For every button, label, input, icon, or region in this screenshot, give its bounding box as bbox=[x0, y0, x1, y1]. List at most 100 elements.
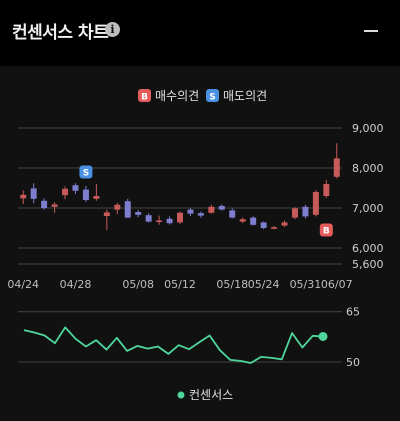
candle bbox=[82, 186, 89, 202]
candle-body bbox=[312, 192, 319, 215]
candle-body bbox=[271, 227, 278, 229]
date-tick-label: 05/18 bbox=[216, 278, 248, 291]
signal-letter: B bbox=[323, 227, 330, 237]
candle bbox=[114, 202, 121, 214]
candle bbox=[218, 204, 225, 211]
info-icon[interactable]: i bbox=[105, 22, 120, 37]
candle-body bbox=[145, 215, 152, 222]
candle bbox=[145, 213, 152, 223]
candle bbox=[323, 180, 330, 198]
legend-label: 매수의견 bbox=[155, 89, 199, 103]
consensus-last-point[interactable] bbox=[318, 331, 328, 341]
legend-item-buy: B 매수의견 bbox=[138, 89, 199, 103]
legend-badge bbox=[206, 89, 219, 102]
date-tick-label: 05/08 bbox=[122, 278, 154, 291]
candle-body bbox=[166, 218, 173, 224]
candlestick-series bbox=[20, 143, 340, 230]
candle bbox=[156, 215, 163, 225]
candle bbox=[333, 143, 340, 179]
legend-item-consensus: 컨센서스 bbox=[177, 388, 233, 402]
legend-label: 컨센서스 bbox=[189, 388, 233, 402]
price-tick-label: 9,000 bbox=[352, 122, 384, 135]
candle-body bbox=[187, 209, 194, 214]
candle bbox=[260, 221, 267, 230]
consensus-line-series bbox=[23, 326, 328, 364]
candle-body bbox=[229, 210, 236, 218]
candle bbox=[250, 216, 257, 226]
candle-body bbox=[156, 220, 163, 222]
candle bbox=[51, 202, 58, 213]
date-tick-label: 04/28 bbox=[60, 278, 92, 291]
candle bbox=[72, 183, 79, 194]
candle bbox=[197, 211, 204, 218]
candle-body bbox=[281, 222, 288, 226]
candle-body bbox=[177, 212, 183, 223]
minus-icon[interactable] bbox=[364, 30, 378, 32]
sell-signal-marker[interactable]: S bbox=[79, 165, 93, 179]
price-tick-label: 6,000 bbox=[352, 242, 384, 255]
date-tick-label: 06/07 bbox=[321, 278, 353, 291]
signal-badge bbox=[79, 165, 93, 179]
consensus-axis: 65 50 bbox=[346, 306, 360, 369]
signal-legend: B 매수의견 S 매도의견 bbox=[138, 89, 267, 103]
candle bbox=[177, 211, 183, 224]
consensus-grid bbox=[18, 311, 342, 363]
legend-badge-letter: B bbox=[141, 93, 148, 103]
price-axis: 9,000 8,000 7,000 6,000 5,600 bbox=[352, 122, 384, 271]
candle-body bbox=[260, 222, 267, 228]
signal-badge bbox=[319, 223, 333, 237]
candle bbox=[103, 209, 110, 230]
date-tick-label: 05/12 bbox=[164, 278, 196, 291]
candle-body bbox=[124, 201, 131, 218]
candle-body bbox=[62, 188, 69, 196]
date-tick-label: 04/24 bbox=[7, 278, 39, 291]
candle-body bbox=[135, 212, 142, 215]
candle bbox=[30, 183, 37, 204]
candle bbox=[208, 204, 215, 214]
consensus-line bbox=[23, 326, 324, 364]
price-tick-label: 5,600 bbox=[352, 258, 384, 271]
signal-letter: S bbox=[83, 169, 89, 179]
candle bbox=[271, 226, 278, 230]
candle bbox=[291, 207, 298, 220]
candle-body bbox=[114, 204, 121, 210]
consensus-tick-label: 65 bbox=[346, 306, 360, 319]
legend-badge bbox=[138, 89, 151, 102]
candle-body bbox=[239, 219, 246, 222]
candle-body bbox=[323, 184, 330, 196]
consensus-legend: 컨센서스 bbox=[177, 388, 233, 402]
legend-dot bbox=[177, 391, 185, 399]
widget-title: 컨센서스 차트 bbox=[12, 23, 109, 43]
candle bbox=[281, 220, 288, 227]
candle bbox=[302, 204, 309, 219]
date-tick-label: 05/24 bbox=[248, 278, 280, 291]
candle-body bbox=[30, 188, 37, 199]
candle-body bbox=[20, 194, 27, 199]
consensus-tick-label: 50 bbox=[346, 356, 360, 369]
candle-body bbox=[41, 200, 48, 208]
date-tick-label: 05/31 bbox=[290, 278, 322, 291]
candle-body bbox=[302, 206, 309, 217]
candle-body bbox=[218, 206, 225, 210]
price-tick-label: 7,000 bbox=[352, 202, 384, 215]
candle-body bbox=[197, 213, 204, 216]
candle bbox=[135, 210, 142, 218]
candle bbox=[41, 198, 48, 210]
candle-body bbox=[93, 196, 100, 199]
price-grid bbox=[18, 127, 342, 265]
widget-header: 컨센서스 차트 i bbox=[0, 0, 400, 60]
candle-body bbox=[82, 189, 89, 200]
candle-body bbox=[72, 185, 79, 191]
candle bbox=[239, 217, 246, 224]
candle bbox=[187, 208, 194, 216]
buy-signal-marker[interactable]: B bbox=[319, 223, 333, 237]
date-axis: 04/24 04/28 05/08 05/12 05/18 05/24 05/31 06/07 bbox=[7, 278, 352, 291]
candle bbox=[20, 190, 27, 204]
candle bbox=[229, 208, 236, 219]
candle-body bbox=[208, 206, 215, 213]
legend-item-sell: S 매도의견 bbox=[206, 89, 267, 103]
candle bbox=[166, 216, 173, 225]
candle bbox=[62, 186, 69, 200]
